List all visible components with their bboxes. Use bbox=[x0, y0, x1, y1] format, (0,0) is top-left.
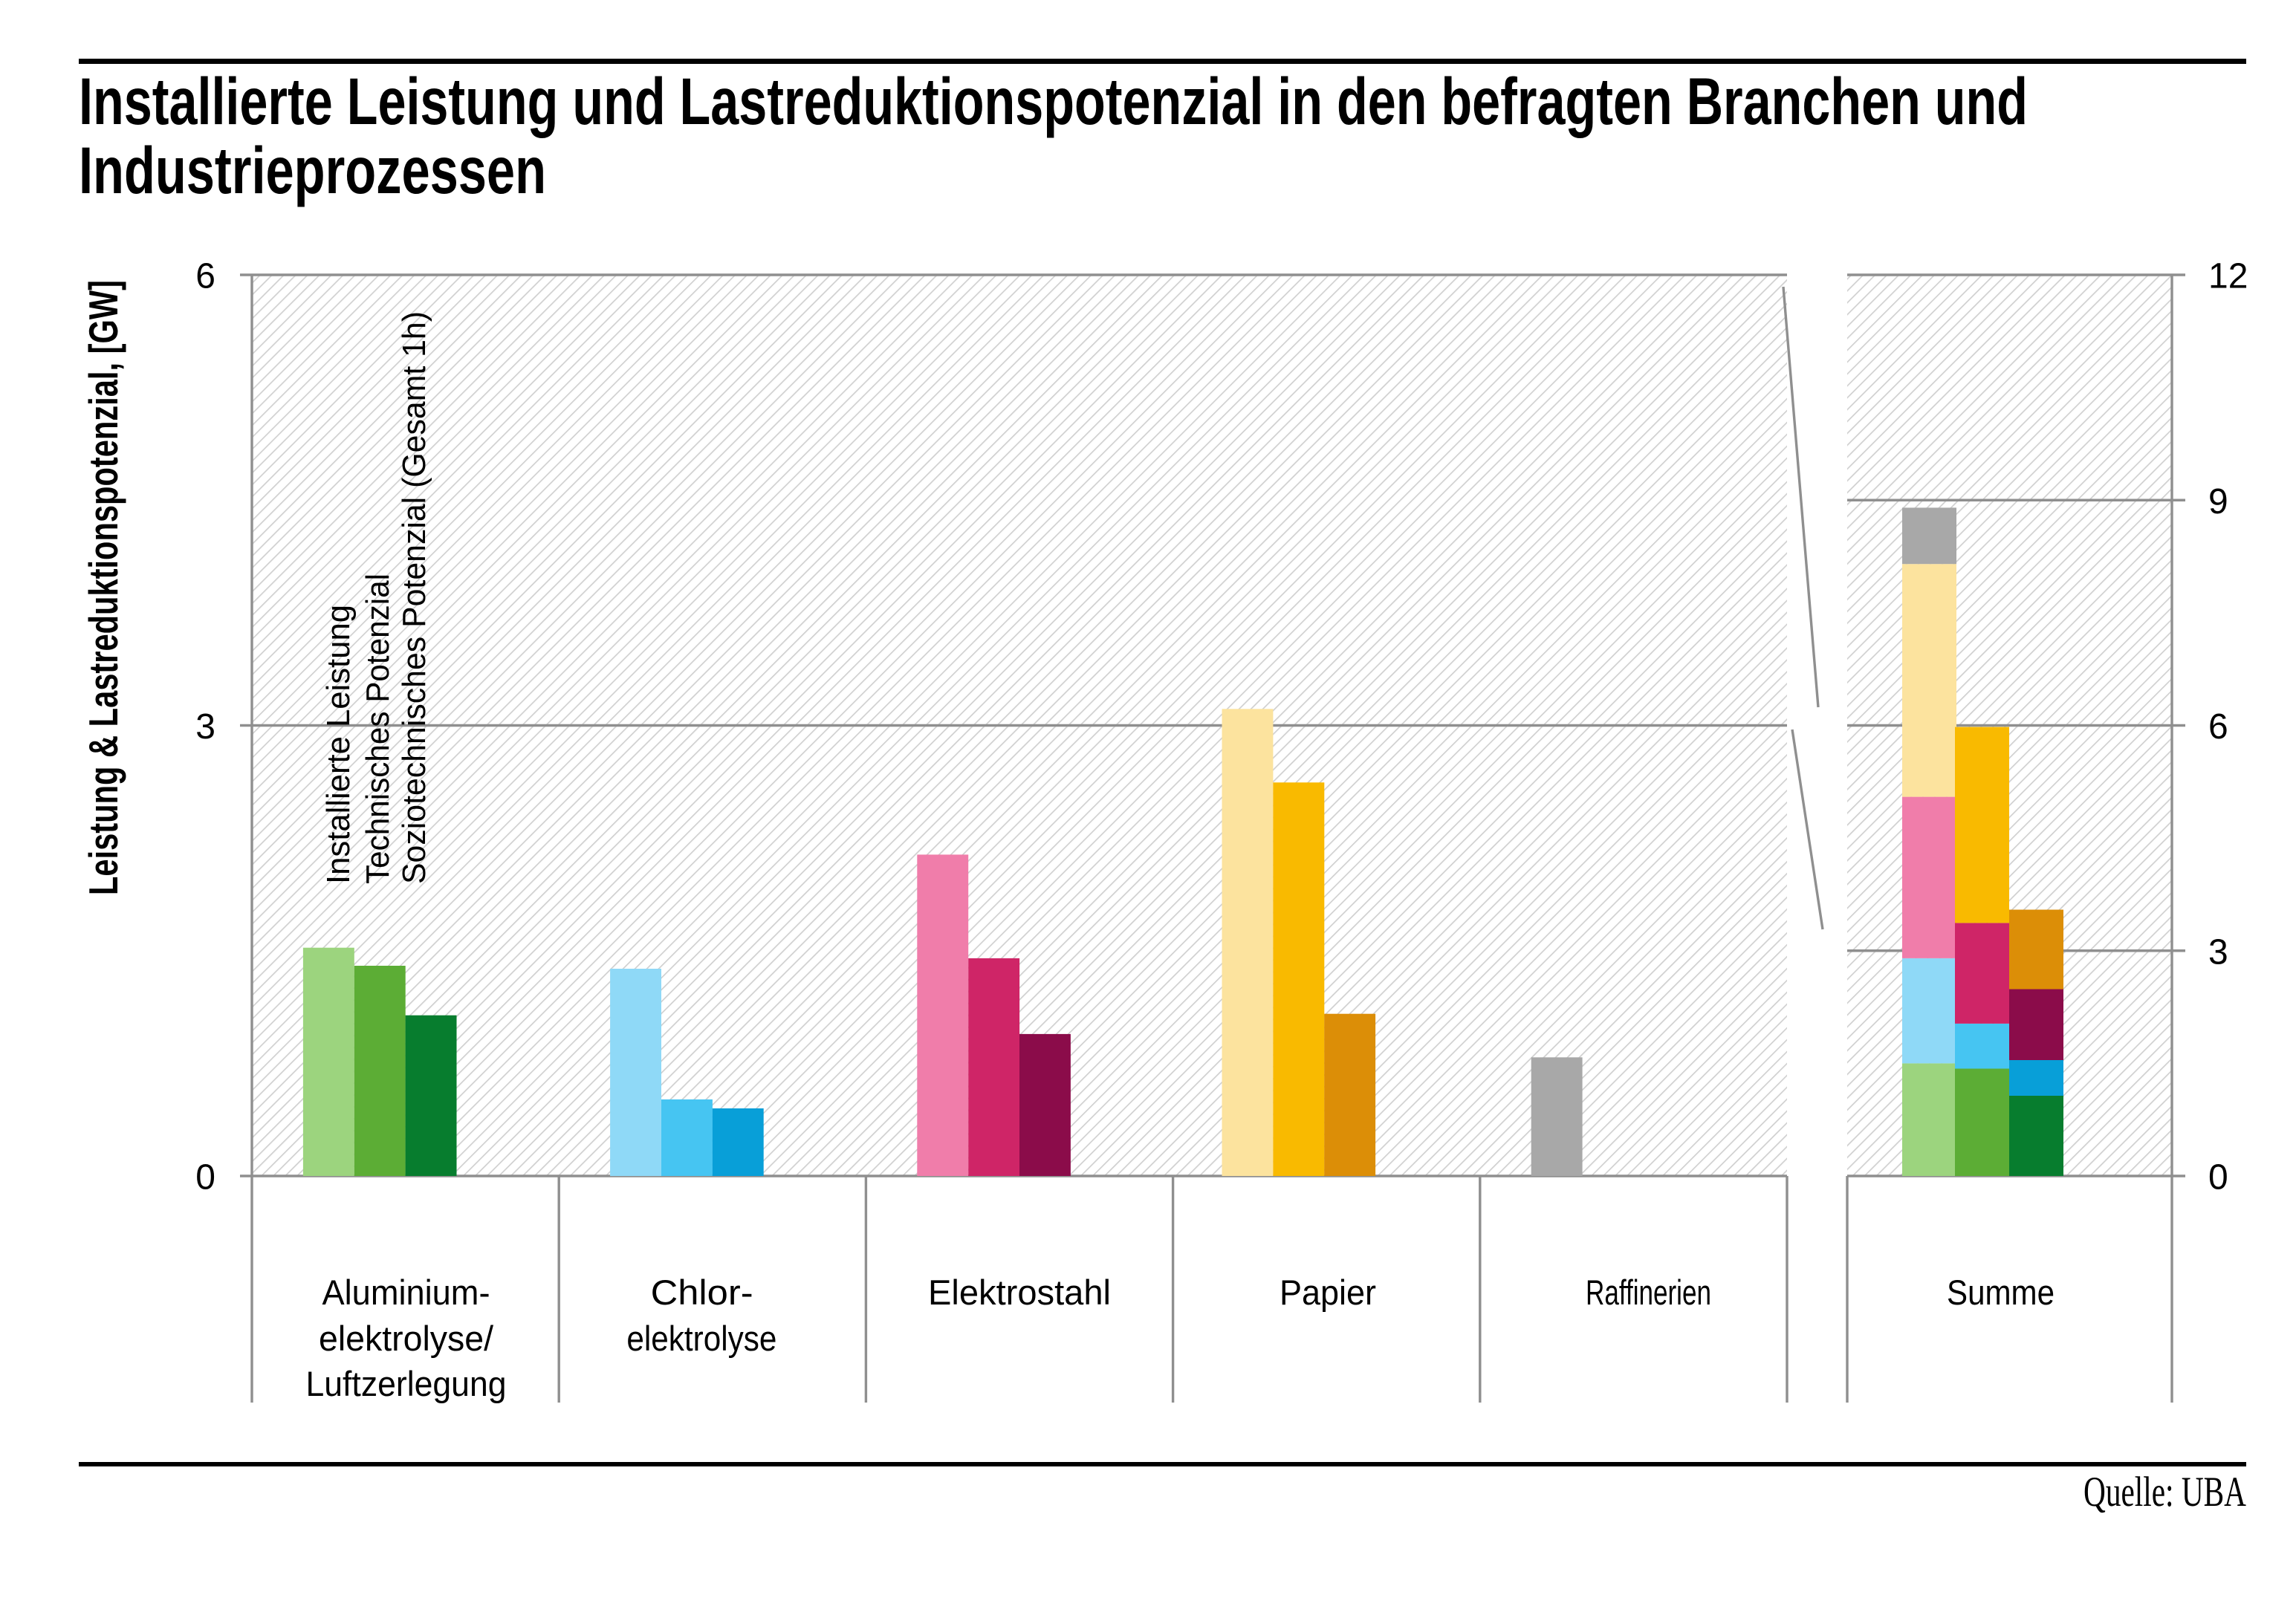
svg-text:6: 6 bbox=[2208, 707, 2228, 747]
svg-text:9: 9 bbox=[2208, 482, 2228, 522]
svg-text:Technisches Potenzial: Technisches Potenzial bbox=[360, 574, 396, 884]
svg-text:Papier: Papier bbox=[1280, 1273, 1376, 1312]
svg-text:Luftzerlegung: Luftzerlegung bbox=[306, 1364, 507, 1403]
svg-text:Summe: Summe bbox=[1947, 1273, 2055, 1312]
svg-text:6: 6 bbox=[195, 257, 215, 296]
svg-text:Raffinerien: Raffinerien bbox=[1586, 1273, 1711, 1312]
svg-text:elektrolyse: elektrolyse bbox=[626, 1319, 776, 1358]
svg-text:Soziotechnisches Potenzial (Ge: Soziotechnisches Potenzial (Gesamt 1h) bbox=[396, 311, 432, 884]
svg-text:3: 3 bbox=[2208, 932, 2228, 972]
svg-text:Chlor-: Chlor- bbox=[651, 1273, 753, 1312]
svg-text:Elektrostahl: Elektrostahl bbox=[928, 1273, 1111, 1312]
svg-text:Installierte Leistung: Installierte Leistung bbox=[320, 605, 357, 884]
svg-text:Leistung & Lastreduktionspoten: Leistung & Lastreduktionspotenzial, [GW] bbox=[80, 280, 126, 895]
svg-text:3: 3 bbox=[195, 707, 215, 747]
svg-text:Installierte Leistung und Last: Installierte Leistung und Lastreduktions… bbox=[79, 64, 2028, 138]
svg-text:Industrieprozessen: Industrieprozessen bbox=[79, 133, 546, 207]
svg-text:Aluminium-: Aluminium- bbox=[322, 1273, 490, 1312]
svg-text:elektrolyse/: elektrolyse/ bbox=[319, 1319, 494, 1358]
svg-text:12: 12 bbox=[2208, 257, 2248, 296]
svg-text:Quelle: UBA: Quelle: UBA bbox=[2083, 1469, 2246, 1515]
svg-text:0: 0 bbox=[195, 1158, 215, 1198]
svg-text:0: 0 bbox=[2208, 1158, 2228, 1198]
